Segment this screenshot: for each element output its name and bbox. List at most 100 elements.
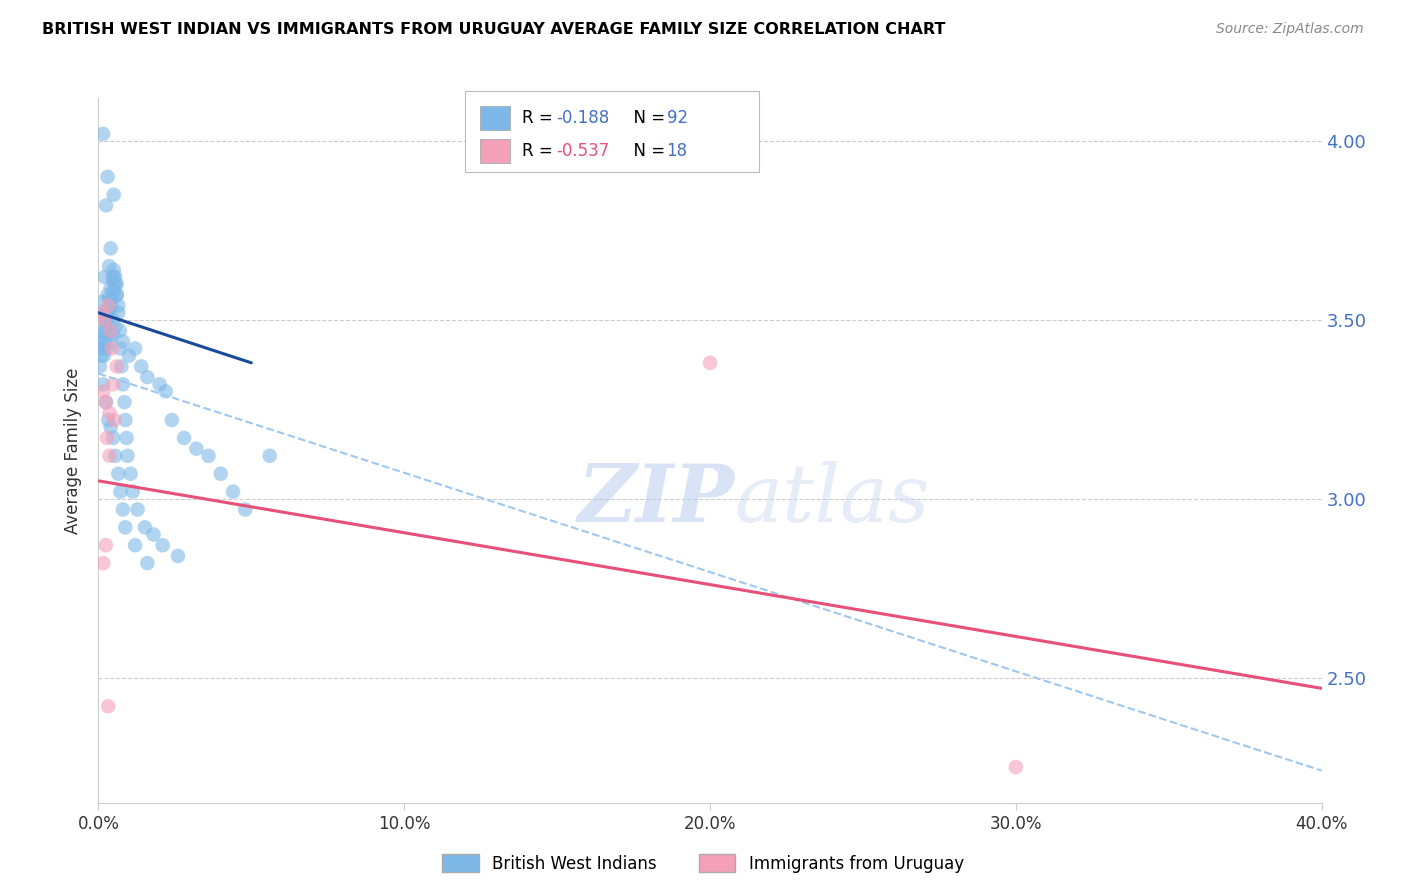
Point bbox=[97, 299, 120, 313]
Point bbox=[103, 413, 125, 427]
Point bbox=[127, 502, 149, 516]
Point bbox=[120, 467, 142, 481]
Point bbox=[107, 299, 129, 313]
Point bbox=[96, 342, 118, 356]
Point bbox=[110, 359, 132, 374]
Text: R =: R = bbox=[522, 109, 558, 127]
Text: N =: N = bbox=[623, 109, 669, 127]
FancyBboxPatch shape bbox=[465, 91, 759, 172]
Point bbox=[101, 431, 124, 445]
Point bbox=[94, 395, 117, 409]
Point bbox=[108, 324, 131, 338]
Point bbox=[110, 342, 132, 356]
Point bbox=[111, 334, 134, 349]
Point bbox=[124, 342, 146, 356]
Point bbox=[160, 413, 183, 427]
Point bbox=[90, 342, 112, 356]
Point bbox=[97, 302, 120, 317]
Text: R =: R = bbox=[522, 142, 558, 160]
Text: 92: 92 bbox=[666, 109, 688, 127]
Point bbox=[93, 313, 115, 327]
Point bbox=[98, 292, 121, 306]
Point bbox=[222, 484, 245, 499]
Point bbox=[101, 270, 124, 285]
Point bbox=[100, 420, 122, 434]
Point bbox=[209, 467, 232, 481]
Point bbox=[105, 277, 128, 292]
Point bbox=[142, 527, 165, 541]
Point bbox=[259, 449, 281, 463]
Point bbox=[100, 281, 122, 295]
Point bbox=[167, 549, 190, 563]
Point bbox=[117, 449, 139, 463]
Point bbox=[94, 306, 117, 320]
Text: BRITISH WEST INDIAN VS IMMIGRANTS FROM URUGUAY AVERAGE FAMILY SIZE CORRELATION C: BRITISH WEST INDIAN VS IMMIGRANTS FROM U… bbox=[42, 22, 946, 37]
Point bbox=[91, 556, 114, 570]
Point bbox=[110, 484, 132, 499]
Point bbox=[93, 334, 115, 349]
Point bbox=[104, 320, 127, 334]
Point bbox=[105, 288, 128, 302]
Point bbox=[91, 306, 114, 320]
Point bbox=[699, 356, 721, 370]
Text: -0.537: -0.537 bbox=[557, 142, 610, 160]
Point bbox=[100, 241, 122, 255]
Point bbox=[103, 285, 125, 299]
Point bbox=[103, 277, 125, 292]
Point bbox=[97, 699, 120, 714]
Point bbox=[152, 538, 174, 552]
Y-axis label: Average Family Size: Average Family Size bbox=[63, 368, 82, 533]
Point bbox=[97, 313, 120, 327]
Point bbox=[114, 413, 136, 427]
Point bbox=[94, 313, 117, 327]
Point bbox=[129, 359, 152, 374]
Point bbox=[98, 324, 121, 338]
FancyBboxPatch shape bbox=[479, 138, 510, 163]
Text: -0.188: -0.188 bbox=[557, 109, 610, 127]
Point bbox=[91, 377, 114, 392]
Point bbox=[155, 384, 177, 399]
Point bbox=[90, 295, 112, 310]
Point bbox=[94, 327, 117, 342]
Point bbox=[107, 467, 129, 481]
Point bbox=[103, 187, 125, 202]
Point bbox=[96, 320, 118, 334]
Point bbox=[149, 377, 172, 392]
Point bbox=[121, 484, 143, 499]
Point bbox=[96, 431, 118, 445]
Point bbox=[93, 270, 115, 285]
Point bbox=[105, 359, 128, 374]
Text: 18: 18 bbox=[666, 142, 688, 160]
Point bbox=[94, 395, 117, 409]
Point bbox=[136, 370, 159, 384]
Point bbox=[94, 317, 117, 331]
Point bbox=[91, 327, 114, 342]
Point bbox=[93, 306, 115, 320]
Point bbox=[101, 313, 124, 327]
Point bbox=[91, 127, 114, 141]
Point bbox=[93, 324, 115, 338]
Point bbox=[100, 324, 122, 338]
Point bbox=[101, 327, 124, 342]
Text: Source: ZipAtlas.com: Source: ZipAtlas.com bbox=[1216, 22, 1364, 37]
Point bbox=[134, 520, 156, 534]
Point bbox=[233, 502, 256, 516]
Point bbox=[101, 342, 124, 356]
Point bbox=[89, 359, 111, 374]
Point bbox=[118, 349, 141, 363]
FancyBboxPatch shape bbox=[479, 105, 510, 130]
Point bbox=[91, 384, 114, 399]
Point bbox=[104, 277, 127, 292]
Point bbox=[97, 169, 120, 184]
Point bbox=[98, 449, 121, 463]
Point bbox=[136, 556, 159, 570]
Point bbox=[115, 431, 138, 445]
Point bbox=[101, 292, 124, 306]
Point bbox=[103, 262, 125, 277]
Point bbox=[111, 377, 134, 392]
Point bbox=[112, 395, 135, 409]
Text: ZIP: ZIP bbox=[578, 461, 734, 539]
Point bbox=[94, 198, 117, 212]
Point bbox=[91, 334, 114, 349]
Point bbox=[104, 270, 127, 285]
